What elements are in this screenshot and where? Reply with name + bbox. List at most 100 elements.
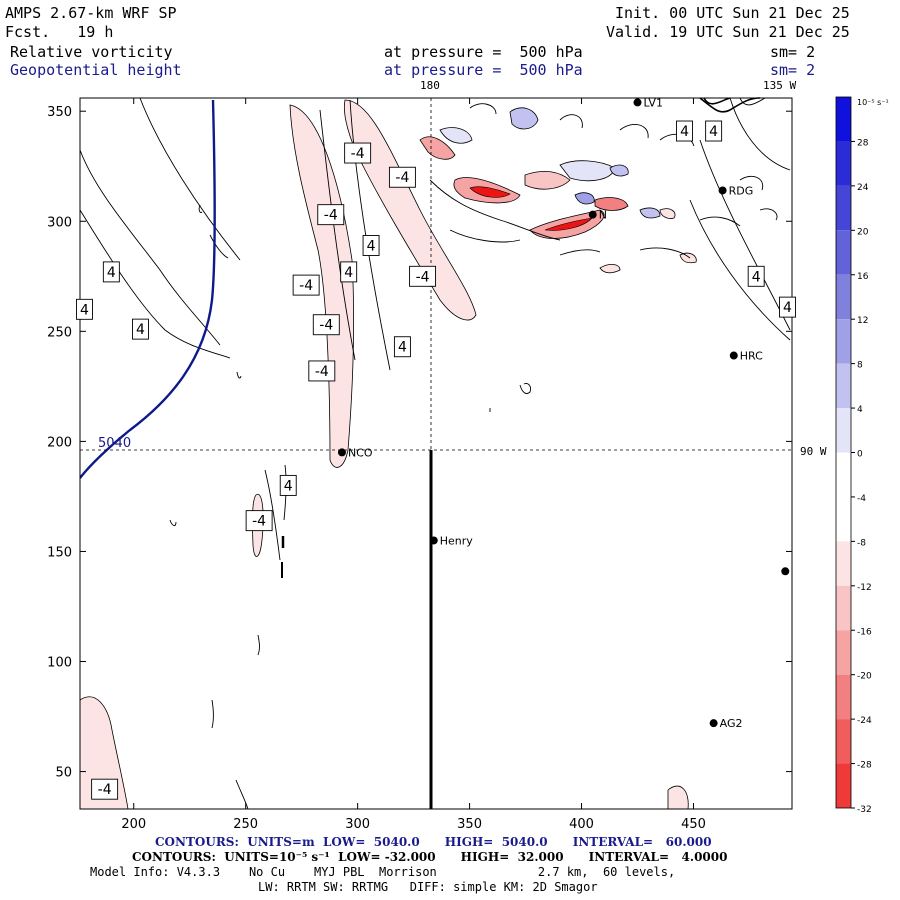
- colorbar-label: -12: [857, 583, 872, 593]
- station-marker: [729, 351, 738, 360]
- contour-label-box: [779, 296, 796, 318]
- x-tick-label: 450: [681, 817, 706, 832]
- y-tick-label: 50: [55, 766, 72, 781]
- contour-label: -4: [91, 778, 119, 800]
- contour-label-box: [344, 142, 372, 164]
- contour-label-text: 4: [284, 478, 293, 494]
- contour-label-box: [409, 265, 437, 287]
- colorbar-swatch: [836, 452, 851, 497]
- contour-label-box: [705, 120, 723, 142]
- contour-label-box: [279, 474, 297, 496]
- contour-label-box: [312, 314, 340, 336]
- contour-label-text: 4: [367, 238, 376, 254]
- colorbar-label: 28: [857, 138, 869, 148]
- y-tick-label: 350: [47, 105, 72, 120]
- x-tick-label: 400: [569, 817, 594, 832]
- pressure-vorticity: at pressure = 500 hPa: [384, 43, 583, 61]
- contour-label: 4: [362, 235, 380, 256]
- colorbar-label: -4: [857, 494, 866, 504]
- contour-label-box: [393, 336, 411, 358]
- contour-label-text: 4: [398, 340, 407, 356]
- contour-label-text: 4: [107, 265, 116, 281]
- contour-label-box: [747, 265, 765, 287]
- y-tick-label: 100: [47, 656, 72, 671]
- x-tick-label: 300: [345, 817, 370, 832]
- stations: RDG HRC NCO Henry AG2 LV1 N: [337, 96, 790, 730]
- colorbar-swatch: [836, 719, 851, 764]
- station-label: LV1: [644, 96, 663, 109]
- colorbar-label: 12: [857, 316, 868, 326]
- model-info: Model Info: V4.3.3 No Cu MYJ PBL Morriso…: [90, 865, 676, 879]
- contour-label: -4: [344, 142, 372, 164]
- colorbar-swatch: [836, 763, 851, 808]
- contour-label-text: 4: [752, 269, 761, 285]
- contour-label-box: [340, 261, 358, 283]
- colorbar-label: -28: [857, 761, 872, 771]
- colorbar-swatch: [836, 97, 851, 142]
- contour-label-text: -4: [315, 364, 329, 380]
- contour-label-box: [132, 318, 149, 340]
- colorbar-label: -20: [857, 672, 872, 682]
- contour-label-text: 4: [344, 265, 353, 281]
- contour-label: 4: [705, 120, 723, 142]
- contour-label-text: -4: [319, 318, 333, 334]
- contour-label-text: 4: [80, 302, 89, 318]
- contour-label-box: [102, 261, 120, 283]
- contour-label: -4: [312, 314, 340, 336]
- colorbar-swatch: [836, 585, 851, 631]
- station-marker: [709, 719, 718, 728]
- contour-label-text: 4: [680, 124, 689, 140]
- contour-label-box: [308, 360, 336, 382]
- contour-label: 4: [676, 120, 693, 142]
- station-marker: [781, 567, 790, 576]
- colorbar-label: 0: [857, 450, 863, 460]
- colorbar: 28 24 20 16 12 8 4 0 -4 -8 -12 -16 -20 -24 -28 -32 10⁻⁵ …: [835, 96, 889, 815]
- vorticity-shading: [80, 99, 697, 809]
- x-tick-label: 350: [457, 817, 482, 832]
- contour-label-text: -4: [351, 146, 365, 162]
- colorbar-swatch: [836, 230, 851, 275]
- field-height: Geopotential height: [10, 61, 182, 79]
- lon-180-label: 180: [420, 79, 440, 92]
- y-tick-label: 200: [47, 435, 72, 450]
- contour-label: -4: [409, 265, 437, 287]
- colorbar-swatch: [836, 274, 851, 320]
- smoothing-height: sm= 2: [770, 61, 816, 79]
- contour-label-box: [362, 235, 380, 256]
- contour-label-box: [76, 298, 93, 320]
- colorbar-label: 16: [857, 272, 869, 282]
- height-contour-label: 5040: [98, 436, 131, 451]
- colorbar-swatch: [836, 185, 851, 231]
- height-contour-info: CONTOURS: UNITS=m LOW= 5040.0 HIGH= 5040…: [155, 835, 712, 849]
- vorticity-contours: [80, 98, 791, 809]
- contour-label: -4: [308, 360, 336, 382]
- colorbar-label: 4: [857, 405, 863, 415]
- contour-label: 4: [132, 318, 149, 340]
- contour-label-text: 4: [783, 300, 792, 316]
- contour-label: 4: [279, 474, 297, 496]
- station-marker: [429, 536, 438, 545]
- colorbar-swatch: [836, 141, 851, 186]
- contour-label-text: -4: [299, 278, 313, 294]
- axes: 200 250 300 350 400 450 50 100 150 200 250 300 350: [47, 98, 792, 832]
- height-contour-5040: [80, 99, 216, 479]
- physics-info: LW: RRTM SW: RRTMG DIFF: simple KM: 2D S…: [258, 880, 598, 894]
- lon-135w-label: 135 W: [763, 79, 797, 92]
- vorticity-contour-info: CONTOURS: UNITS=10⁻⁵ s⁻¹ LOW= -32.000 HI…: [132, 850, 728, 864]
- colorbar-label: 8: [857, 361, 863, 371]
- contour-label: -4: [245, 510, 273, 532]
- contour-label-box: [388, 166, 416, 188]
- colorbar-swatch: [836, 630, 851, 675]
- colorbar-label: -16: [857, 627, 872, 637]
- contour-label-text: -4: [324, 208, 338, 224]
- lon-90w-label: 90 W: [800, 445, 827, 458]
- contour-label-text: -4: [252, 514, 266, 530]
- y-tick-label: 300: [47, 215, 72, 230]
- contour-label-text: -4: [98, 782, 112, 798]
- contour-label-text: -4: [416, 269, 430, 285]
- x-tick-label: 200: [121, 817, 146, 832]
- y-tick-label: 150: [47, 545, 72, 560]
- pressure-height: at pressure = 500 hPa: [384, 61, 583, 79]
- station-label: HRC: [740, 350, 763, 363]
